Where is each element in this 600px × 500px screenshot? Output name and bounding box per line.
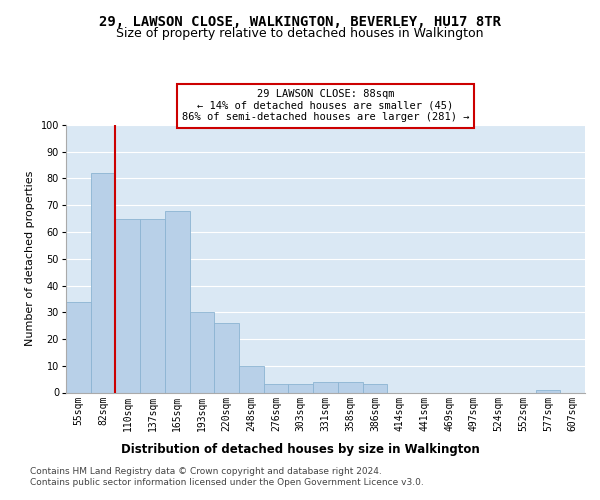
Bar [313, 382, 338, 392]
Y-axis label: Number of detached properties: Number of detached properties [25, 171, 35, 346]
Text: 29, LAWSON CLOSE, WALKINGTON, BEVERLEY, HU17 8TR: 29, LAWSON CLOSE, WALKINGTON, BEVERLEY, … [99, 15, 501, 29]
Bar [239, 366, 264, 392]
Bar [165, 210, 190, 392]
Bar [140, 218, 165, 392]
Bar [536, 390, 560, 392]
Bar [362, 384, 387, 392]
Bar [115, 218, 140, 392]
Text: 29 LAWSON CLOSE: 88sqm
← 14% of detached houses are smaller (45)
86% of semi-det: 29 LAWSON CLOSE: 88sqm ← 14% of detached… [182, 89, 469, 122]
Text: Distribution of detached houses by size in Walkington: Distribution of detached houses by size … [121, 442, 479, 456]
Bar [264, 384, 289, 392]
Text: Contains HM Land Registry data © Crown copyright and database right 2024.
Contai: Contains HM Land Registry data © Crown c… [30, 468, 424, 487]
Bar [66, 302, 91, 392]
Text: Size of property relative to detached houses in Walkington: Size of property relative to detached ho… [116, 28, 484, 40]
Bar [190, 312, 214, 392]
Bar [91, 173, 115, 392]
Bar [214, 323, 239, 392]
Bar [289, 384, 313, 392]
Bar [338, 382, 362, 392]
